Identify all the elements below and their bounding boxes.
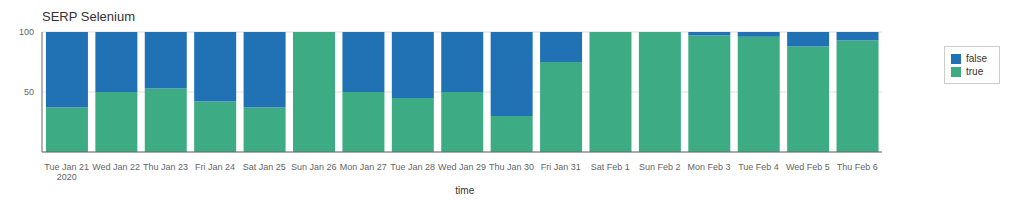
svg-text:Tue Jan 212020: Tue Jan 212020 [44,162,89,182]
svg-text:100: 100 [19,27,34,37]
svg-text:Wed Feb 5: Wed Feb 5 [786,162,830,172]
svg-text:Mon Jan 27: Mon Jan 27 [340,162,387,172]
svg-text:Sun Jan 26: Sun Jan 26 [291,162,337,172]
svg-text:Thu Jan 23: Thu Jan 23 [143,162,188,172]
html-text:SERP Selenium: SERP Selenium [42,9,135,24]
svg-text:Thu Jan 30: Thu Jan 30 [489,162,534,172]
html-text:false: false [966,53,988,64]
html-text:true: true [966,66,984,77]
svg-text:50: 50 [24,87,34,97]
svg-text:Fri Jan 31: Fri Jan 31 [541,162,581,172]
svg-text:Sun Feb 2: Sun Feb 2 [639,162,681,172]
svg-text:_time: _time [449,185,475,194]
svg-text:Fri Jan 24: Fri Jan 24 [195,162,235,172]
svg-text:Sat Jan 25: Sat Jan 25 [243,162,286,172]
svg-text:Tue Jan 28: Tue Jan 28 [390,162,435,172]
svg-text:Sat Feb 1: Sat Feb 1 [591,162,630,172]
svg-text:Wed Jan 22: Wed Jan 22 [92,162,140,172]
svg-text:Wed Jan 29: Wed Jan 29 [438,162,486,172]
svg-text:Mon Feb 3: Mon Feb 3 [688,162,731,172]
svg-text:Tue Feb 4: Tue Feb 4 [738,162,779,172]
svg-text:Thu Feb 6: Thu Feb 6 [837,162,878,172]
